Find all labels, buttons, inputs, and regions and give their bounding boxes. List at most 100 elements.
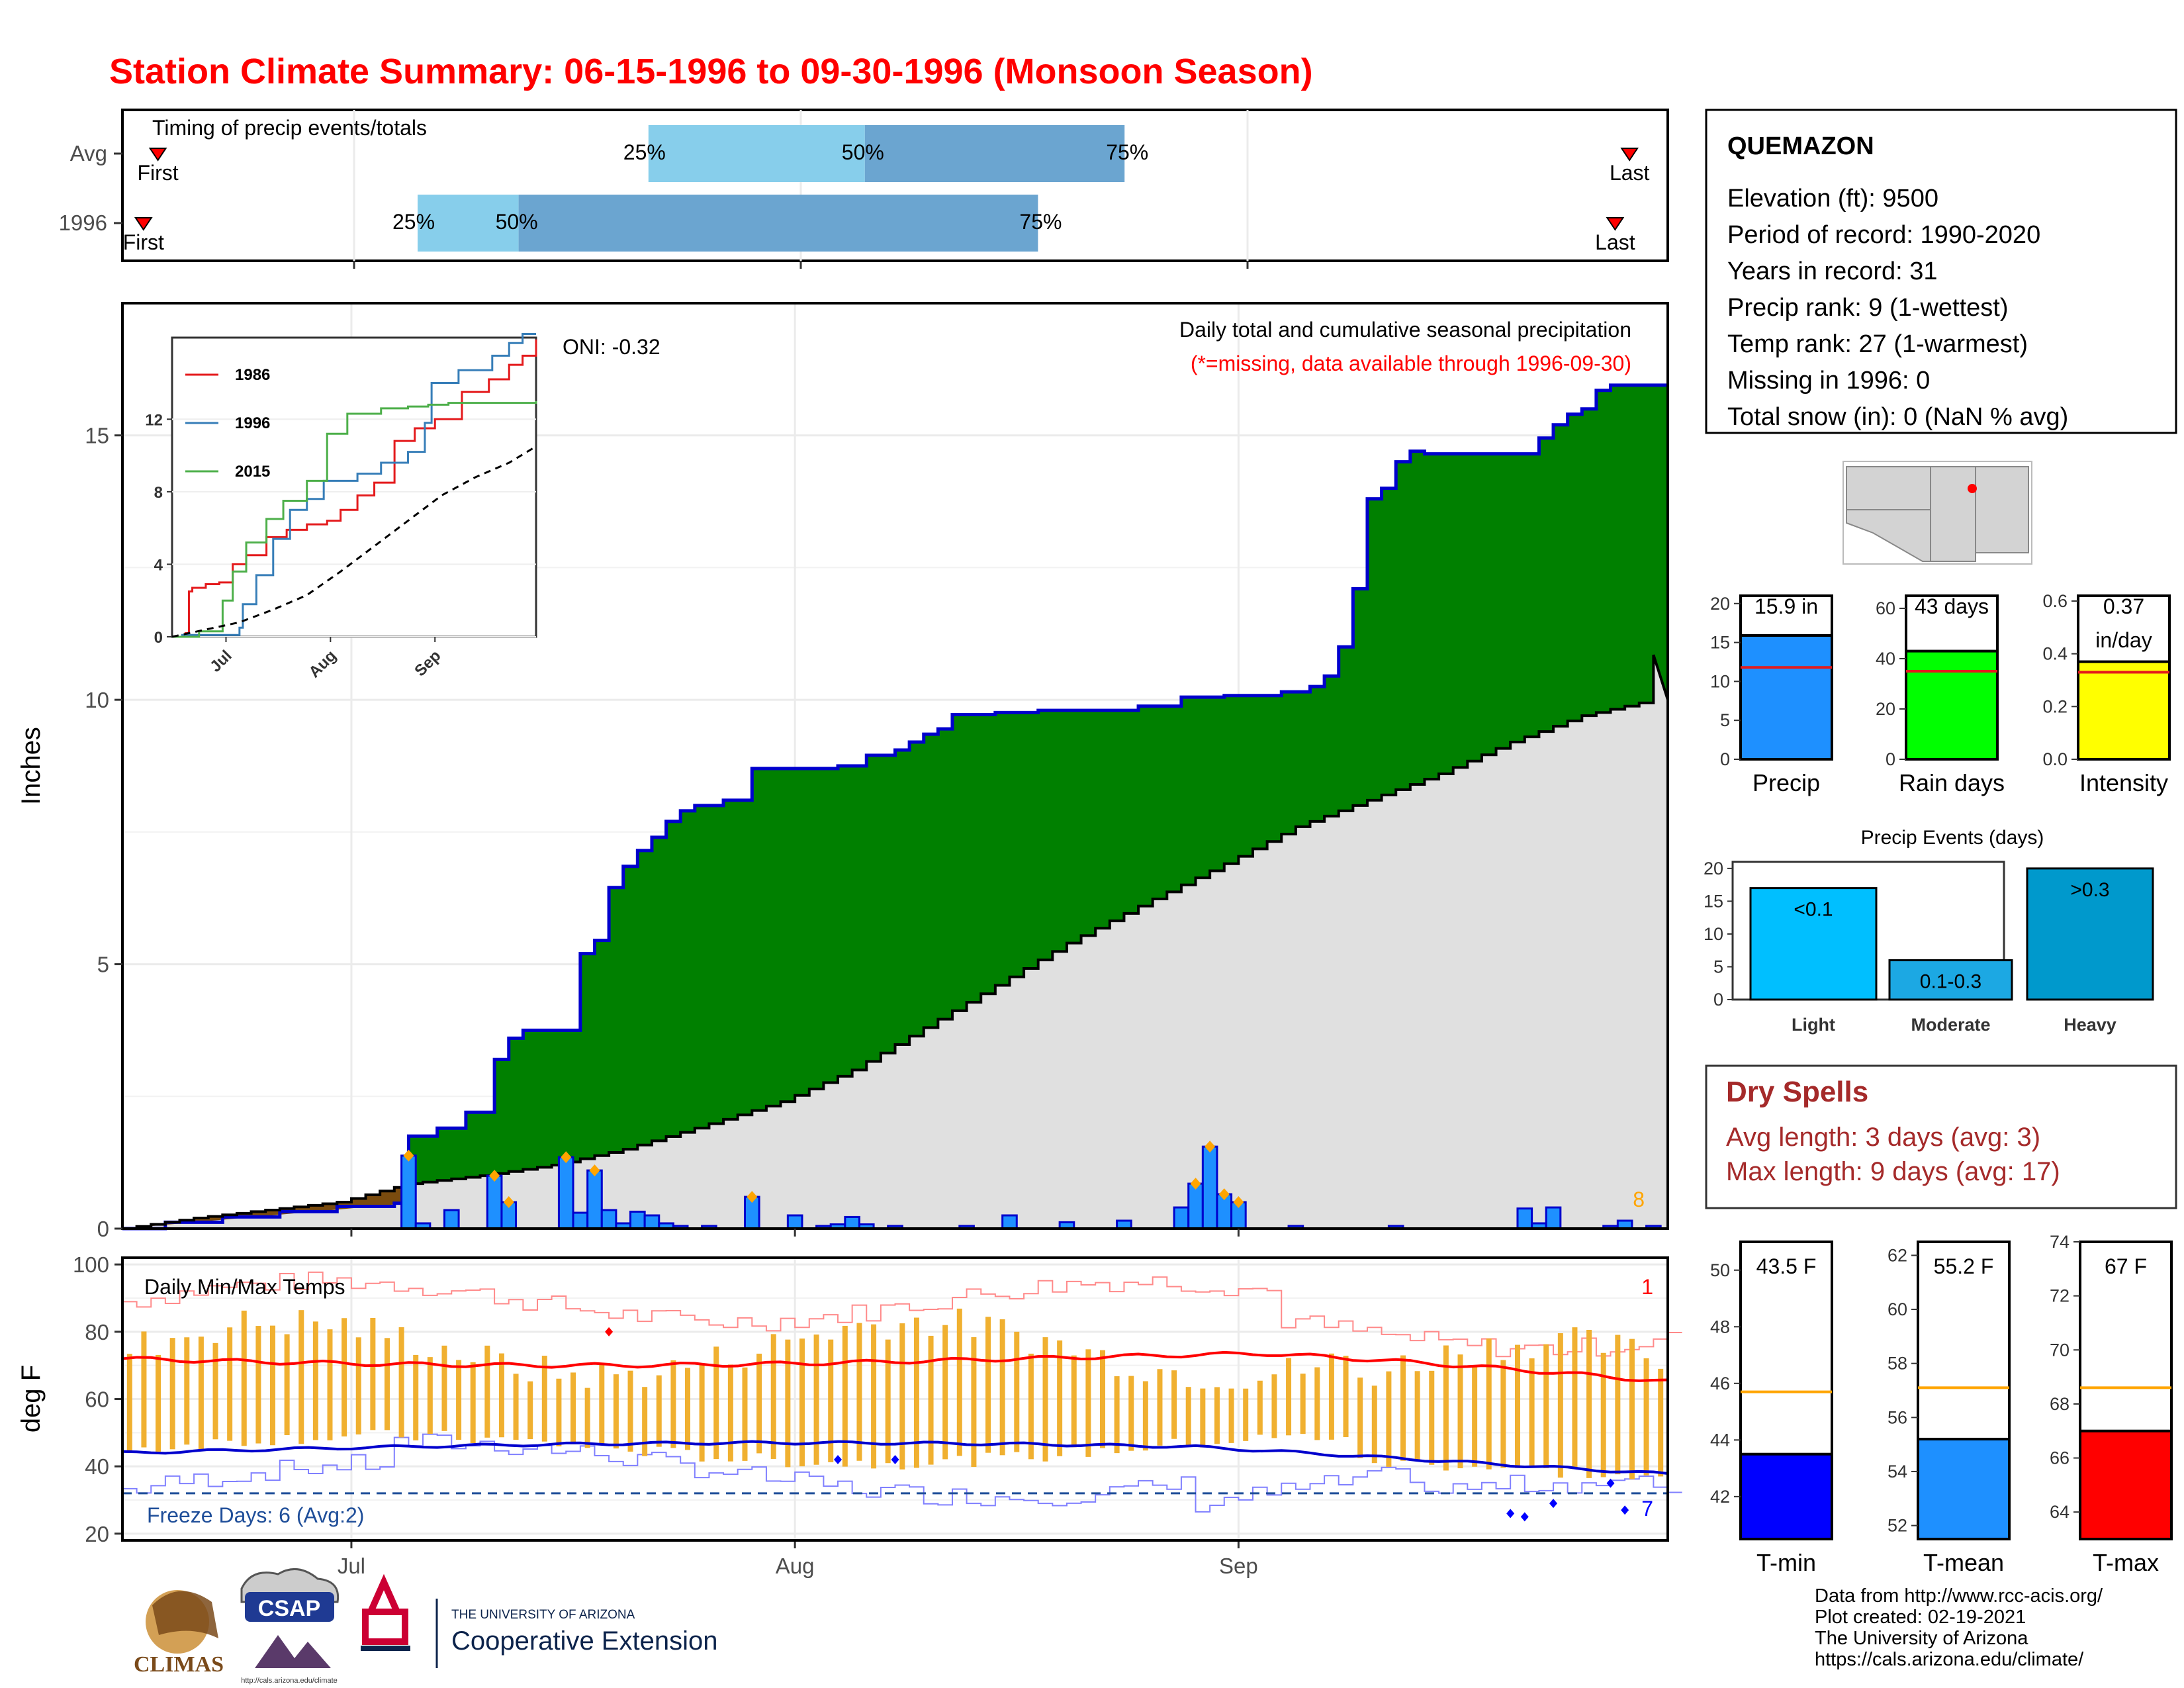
daily-precip-bar (557, 1156, 574, 1230)
daily-temp-bar (255, 1326, 261, 1444)
freeze-days: Freeze Days: 6 (Avg:2) (147, 1503, 364, 1527)
timing-q25-label-0: 25% (623, 140, 666, 164)
heavy-event-marker (747, 1191, 758, 1203)
temp-panel: 20 40 60 80 100 Jul Aug Sep deg F Daily Min/Max… (17, 1252, 1682, 1578)
heavy-event-marker (589, 1164, 600, 1177)
tempbar-ytick-label: 70 (2050, 1340, 2070, 1360)
daily-temp-bar (227, 1327, 233, 1441)
daily-temp-bar (1500, 1360, 1506, 1468)
daily-temp-bar (441, 1345, 447, 1431)
summary-bar-1 (1905, 649, 1999, 761)
region-map-shape (1846, 466, 2029, 562)
inset-series-2015 (172, 400, 537, 638)
daily-temp-bar (1257, 1380, 1263, 1435)
cold-day-marker (1621, 1505, 1629, 1515)
daily-temp-bar (427, 1357, 433, 1434)
daily-temp-bar (1514, 1344, 1520, 1468)
precip-ytick-label: 0 (97, 1217, 109, 1241)
ua-logo-small: THE UNIVERSITY OF ARIZONA (451, 1608, 635, 1622)
summary-ytick-label: 10 (1710, 671, 1730, 691)
tempbar-value-label-2: 67 F (2105, 1254, 2147, 1278)
daily-temp-bar (570, 1372, 576, 1444)
daily-temp-bar (742, 1367, 748, 1461)
daily-precip-bar (486, 1174, 503, 1230)
timing-title: Timing of precip events/totals (152, 116, 427, 140)
timing-first-label-0: First (137, 161, 178, 185)
daily-temp-bar (1314, 1367, 1320, 1440)
daily-temp-bar (241, 1310, 247, 1446)
page-title: Station Climate Summary: 06-15-1996 to 0… (109, 52, 1313, 91)
footer-line: Plot created: 02-19-2021 (1815, 1607, 2026, 1628)
events-title: Precip Events (days) (1861, 827, 2044, 849)
daily-precip-bar (629, 1210, 646, 1230)
station-line: Missing in 1996: 0 (1727, 367, 1930, 395)
daily-temp-bar (341, 1318, 347, 1437)
daily-temp-bar (1486, 1338, 1492, 1470)
daily-temp-bar (1529, 1358, 1535, 1466)
daily-temp-bar (1328, 1353, 1334, 1440)
daily-temp-bar (370, 1317, 376, 1430)
summary-ytick-label: 5 (1720, 710, 1730, 730)
daily-temp-bar (1658, 1368, 1664, 1477)
daily-temp-bar (298, 1310, 304, 1444)
daily-temp-bar (1114, 1376, 1120, 1454)
daily-temp-bar (913, 1317, 919, 1468)
timing-q50-label-0: 50% (842, 140, 884, 164)
temp-title: Daily Min/Max Temps (144, 1275, 345, 1299)
station-line: Years in record: 31 (1727, 258, 1938, 285)
temp-xtick-label: Jul (338, 1554, 365, 1578)
daily-precip-bar (400, 1154, 417, 1230)
events-ytick-label: 10 (1704, 924, 1723, 944)
inset-ytick-label: 12 (145, 411, 163, 429)
daily-temp-bar (813, 1335, 819, 1465)
daily-temp-bar (1271, 1374, 1277, 1438)
daily-temp-bar (141, 1331, 147, 1448)
timing-q50-q75-bar-0 (864, 125, 1125, 182)
daily-precip-bar (1201, 1145, 1218, 1230)
tempbar-ytick-label: 68 (2050, 1394, 2070, 1414)
events-ytick-label: 5 (1713, 957, 1723, 976)
summary-category-0: Precip (1752, 769, 1820, 796)
daily-precip-bar (572, 1211, 589, 1230)
daily-temp-bar (212, 1342, 218, 1440)
ua-logo: THE UNIVERSITY OF ARIZONA Cooperative Ex… (361, 1573, 717, 1668)
inset-legend-label: 1996 (235, 414, 270, 432)
summary-ytick-label: 0.4 (2042, 644, 2068, 664)
daily-precip-bar (643, 1214, 660, 1230)
daily-temp-bar (584, 1387, 590, 1448)
heavy-event-marker (1190, 1178, 1201, 1190)
daily-temp-bar (756, 1353, 762, 1454)
precip-ytick-label: 10 (85, 688, 109, 712)
inset-series-1996 (172, 333, 536, 638)
daily-temp-bar (1085, 1349, 1091, 1457)
daily-temp-bar (885, 1339, 891, 1464)
summary-ytick-label: 20 (1876, 699, 1895, 719)
daily-temp-bar (1014, 1331, 1020, 1452)
heavy-event-marker (1218, 1188, 1230, 1201)
daily-temp-bar (498, 1353, 504, 1438)
tempbar-ytick-label: 58 (1888, 1354, 1907, 1374)
footer-credits: Data from http://www.rcc-acis.org/Plot c… (1815, 1585, 2103, 1670)
daily-temp-bar (1214, 1387, 1220, 1444)
daily-temp-bar (627, 1370, 633, 1452)
daily-temp-bar (1615, 1335, 1621, 1475)
temp-ytick-label: 20 (85, 1522, 109, 1546)
dry-spells-max: Max length: 9 days (avg: 17) (1726, 1157, 2060, 1186)
daily-temp-bar (484, 1345, 490, 1438)
tempbar-ytick-label: 60 (1888, 1299, 1907, 1319)
daily-temp-bar (1414, 1371, 1420, 1461)
tempbar-category-2: T-max (2093, 1549, 2159, 1576)
tempbar-1 (1917, 1437, 2011, 1540)
daily-temp-bar (1400, 1355, 1406, 1461)
timing-q25-label-1: 25% (392, 210, 435, 234)
inset-ytick-label: 4 (154, 556, 163, 574)
precip-title: Daily total and cumulative seasonal prec… (1179, 318, 1631, 342)
events-category-2: Heavy (2064, 1015, 2116, 1035)
events-bar-0 (1749, 887, 1878, 1001)
heavy-event-marker (503, 1196, 514, 1209)
summary-value-label-2: 0.37 (2103, 594, 2144, 618)
daily-temp-bar (1042, 1337, 1048, 1462)
summary-value-label-1: 43 days (1915, 594, 1989, 618)
daily-temp-bar (1557, 1333, 1563, 1478)
tempbar-category-0: T-min (1756, 1549, 1816, 1576)
